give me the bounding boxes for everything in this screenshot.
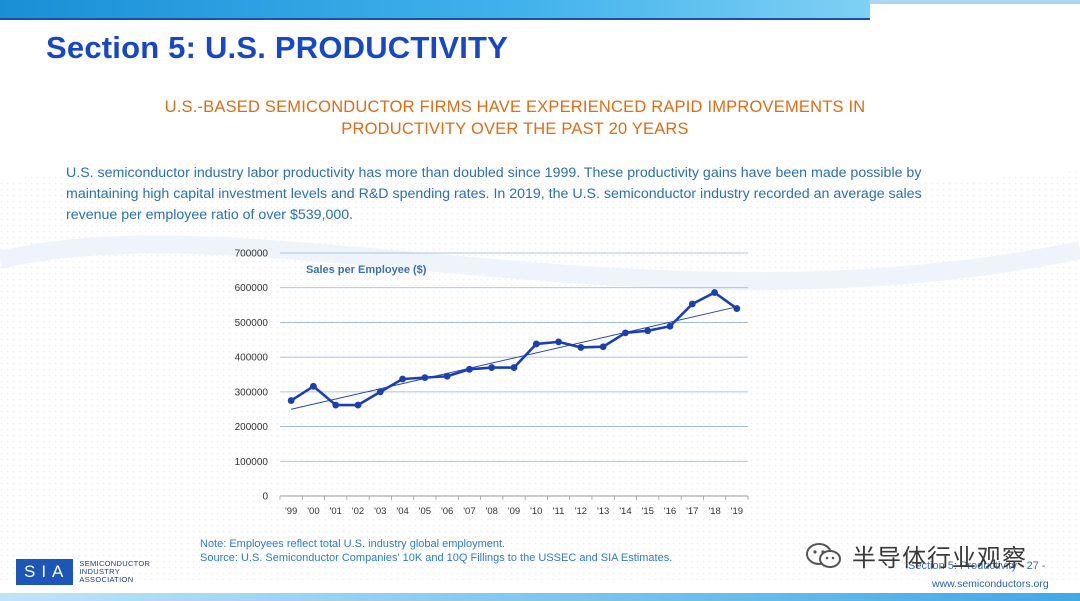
- paragraph-line-3: revenue per employee ratio of over $539,…: [66, 207, 354, 223]
- y-tick-label: 200000: [235, 422, 269, 433]
- x-tick-label: '05: [419, 506, 431, 517]
- y-tick-label: 100000: [235, 457, 269, 468]
- x-tick-label: '14: [619, 506, 631, 517]
- data-point: [622, 329, 629, 337]
- y-tick-label: 400000: [235, 353, 269, 364]
- data-point: [287, 397, 295, 404]
- data-point: [354, 401, 362, 409]
- data-point: [666, 322, 674, 330]
- source-text: Source: U.S. Semiconductor Companies' 10…: [200, 552, 673, 564]
- chart-title: Sales per Employee ($): [306, 264, 427, 276]
- x-tick-label: '06: [441, 506, 453, 517]
- data-point: [532, 340, 540, 348]
- watermark-text: 半导体行业观察: [852, 545, 1027, 572]
- x-tick-label: '11: [553, 506, 565, 517]
- footer-section-label: Section 5: Productivity - 27 -: [908, 560, 1046, 572]
- data-point: [733, 305, 741, 312]
- x-tick-label: '01: [330, 506, 342, 517]
- x-tick-label: '09: [508, 506, 520, 517]
- data-point: [711, 289, 718, 296]
- top-banner-right: [870, 0, 1080, 4]
- x-tick-label: '02: [352, 506, 364, 517]
- data-point: [421, 374, 429, 382]
- x-tick-label: '04: [396, 506, 408, 517]
- trend-line: [291, 306, 737, 410]
- data-point: [443, 372, 451, 380]
- x-tick-label: '00: [307, 506, 319, 517]
- background-wave: [0, 168, 1080, 580]
- y-tick-label: 0: [262, 492, 268, 503]
- y-tick-label: 300000: [235, 387, 269, 398]
- data-point: [488, 364, 496, 371]
- sia-name-line-1: SEMICONDUCTOR: [79, 559, 151, 568]
- y-tick-labels: 0 100000 200000 300000 400000 500000 600000 700…: [235, 249, 269, 503]
- x-tick-label: '07: [463, 506, 475, 517]
- productivity-line-chart: 0 100000 200000 300000 400000 500000 600000 700…: [235, 249, 749, 517]
- y-tick-label: 700000: [235, 249, 269, 260]
- x-tick-label: '03: [374, 506, 386, 517]
- sia-logo-letters: SIA: [16, 559, 74, 585]
- intro-paragraph: U.S. semiconductor industry labor produc…: [66, 163, 1026, 226]
- x-tick-label: '08: [486, 506, 498, 517]
- data-point: [688, 300, 696, 308]
- x-tick-label: '17: [686, 506, 698, 517]
- bottom-banner: [0, 593, 1080, 601]
- data-point: [466, 365, 473, 373]
- data-points: [287, 289, 741, 409]
- x-tick-labels: '99 '00 '01 '02 '03 '04 '05 '06 '07 '08 '09 '10 '11 '…: [285, 506, 743, 517]
- series-line: [290, 291, 738, 407]
- sia-name-line-3: ASSOCIATION: [79, 575, 134, 584]
- data-point: [310, 382, 317, 390]
- data-point: [332, 401, 340, 409]
- page-title: Section 5: U.S. PRODUCTIVITY: [46, 30, 509, 65]
- subtitle-line-2: PRODUCTIVITY OVER THE PAST 20 YEARS: [341, 120, 689, 138]
- data-point: [555, 338, 562, 346]
- page-subtitle: U.S.-BASED SEMICONDUCTOR FIRMS HAVE EXPE…: [130, 96, 900, 140]
- footer-url[interactable]: www.semiconductors.org: [932, 578, 1049, 590]
- wechat-icon: [806, 542, 841, 568]
- x-tick-label: '15: [642, 506, 654, 517]
- sia-name-line-2: INDUSTRY: [79, 567, 121, 576]
- top-banner: [0, 0, 870, 20]
- x-tick-label: '99: [285, 506, 297, 517]
- x-tick-label: '13: [597, 506, 609, 517]
- paragraph-line-2: maintaining high capital investment leve…: [66, 186, 922, 202]
- y-tick-label: 500000: [235, 318, 269, 329]
- x-tick-label: '10: [530, 506, 542, 517]
- subtitle-line-1: U.S.-BASED SEMICONDUCTOR FIRMS HAVE EXPE…: [164, 98, 866, 116]
- data-point: [399, 375, 406, 383]
- x-tick-label: '16: [664, 506, 676, 517]
- data-point: [376, 388, 384, 396]
- data-point: [599, 343, 607, 351]
- y-tick-label: 600000: [235, 283, 269, 294]
- sia-logo: SIA SEMICONDUCTOR INDUSTRY ASSOCIATION: [16, 559, 150, 585]
- footnotes: Note: Employees reflect total U.S. indus…: [200, 537, 672, 565]
- sia-logo-name: SEMICONDUCTOR INDUSTRY ASSOCIATION: [79, 560, 150, 584]
- data-point: [577, 344, 585, 351]
- wechat-watermark: 半导体行业观察: [804, 538, 1027, 573]
- grid-layer: [279, 252, 749, 500]
- data-point: [644, 327, 652, 335]
- x-tick-label: '18: [708, 506, 720, 517]
- data-point: [510, 364, 518, 371]
- paragraph-line-1: U.S. semiconductor industry labor produc…: [66, 165, 922, 181]
- x-tick-label: '12: [575, 506, 587, 517]
- note-text: Note: Employees reflect total U.S. indus…: [200, 538, 506, 550]
- x-tick-label: '19: [731, 506, 743, 517]
